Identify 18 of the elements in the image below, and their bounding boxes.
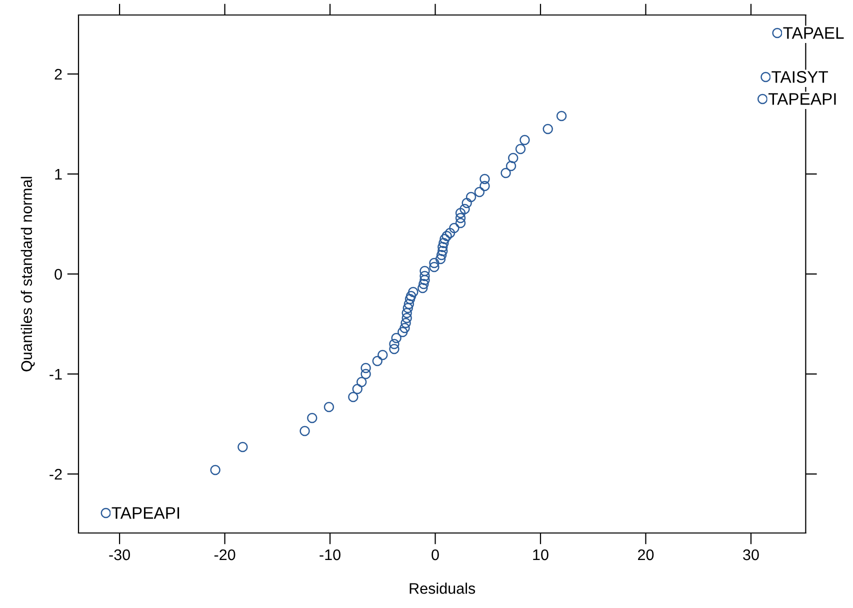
x-tick-label: 30 (743, 549, 759, 560)
x-tick-label: 20 (638, 549, 654, 560)
x-tick-label: -20 (214, 549, 236, 560)
y-tick-label: 2 (54, 68, 62, 80)
y-tick-label: 1 (55, 169, 62, 180)
annotation: TAPEAPI (768, 93, 836, 105)
x-tick-label: -30 (109, 549, 130, 560)
x-axis-title: Residuals (410, 582, 476, 594)
y-tick-label: -1 (50, 369, 62, 380)
x-tick-label: -10 (320, 549, 340, 560)
y-tick-label: 0 (54, 268, 62, 280)
y-axis-title: Quantiles of standard normal (20, 176, 35, 372)
annotation: TAISYT (772, 71, 828, 83)
y-tick-label: -2 (50, 468, 62, 480)
x-tick-label: 10 (533, 549, 548, 560)
x-tick-label: 0 (432, 549, 439, 560)
annotation: TAPAEL (783, 27, 844, 39)
annotation: TAPEAPI (112, 507, 180, 519)
